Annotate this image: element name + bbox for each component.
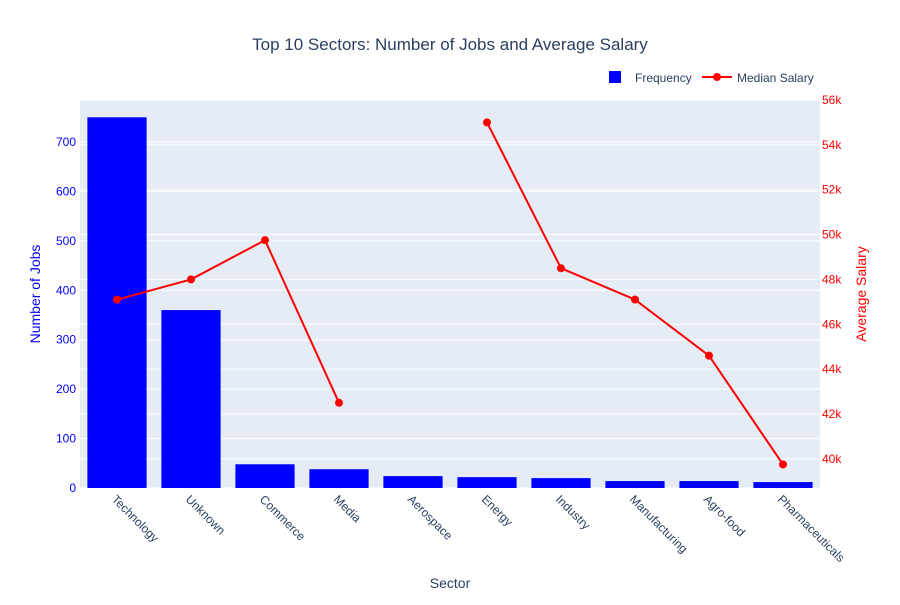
salary-point-technology[interactable]	[113, 295, 121, 304]
y-axis-ticks: 0 100 200 300 400 500 600 700	[56, 135, 76, 495]
bar-unknown[interactable]	[161, 310, 221, 488]
gridlines	[80, 99, 820, 489]
bar-media[interactable]	[309, 469, 369, 488]
bar-energy[interactable]	[457, 477, 517, 488]
legend-item-median-salary[interactable]: Median Salary	[702, 71, 814, 85]
salary-point-industry[interactable]	[557, 264, 565, 273]
y2-tick-label: 42k	[822, 407, 842, 421]
y2-tick-label: 56k	[822, 93, 842, 107]
legend-swatch-marker	[713, 73, 721, 81]
y-tick-label: 600	[56, 184, 76, 198]
y2-tick-label: 44k	[822, 362, 842, 376]
y-tick-label: 100	[56, 432, 76, 446]
legend-label-frequency: Frequency	[635, 71, 692, 85]
y2-tick-label: 50k	[822, 228, 842, 242]
y-tick-label: 500	[56, 234, 76, 248]
y2-tick-label: 48k	[822, 272, 842, 286]
legend: Frequency Median Salary	[609, 71, 814, 85]
y2-tick-label: 54k	[822, 138, 842, 152]
bar-industry[interactable]	[531, 478, 591, 488]
salary-point-pharmaceuticals[interactable]	[779, 460, 787, 469]
y2-tick-label: 52k	[822, 183, 842, 197]
salary-point-energy[interactable]	[483, 118, 491, 127]
y2-tick-label: 46k	[822, 317, 842, 331]
y2-axis-label: Average Salary	[853, 246, 869, 341]
y-tick-label: 400	[56, 283, 76, 297]
legend-swatch-bar	[609, 71, 621, 83]
y-axis-label: Number of Jobs	[27, 245, 43, 344]
y-tick-label: 0	[69, 481, 76, 495]
salary-point-unknown[interactable]	[187, 275, 195, 284]
x-axis-label: Sector	[430, 575, 471, 591]
bar-commerce[interactable]	[235, 464, 295, 488]
salary-line-segment	[116, 238, 340, 404]
y2-tick-label: 40k	[822, 452, 842, 466]
salary-point-commerce[interactable]	[261, 236, 269, 245]
bar-manufacturing[interactable]	[605, 481, 665, 488]
y-tick-label: 300	[56, 333, 76, 347]
legend-item-frequency[interactable]: Frequency	[609, 71, 692, 85]
salary-point-agro-food[interactable]	[705, 351, 713, 360]
y-tick-label: 200	[56, 382, 76, 396]
line-series	[113, 118, 787, 469]
y-tick-label: 700	[56, 135, 76, 149]
chart-title: Top 10 Sectors: Number of Jobs and Avera…	[252, 35, 648, 54]
legend-label-median-salary: Median Salary	[737, 71, 814, 85]
salary-point-manufacturing[interactable]	[631, 295, 639, 304]
bar-agro-food[interactable]	[679, 481, 739, 488]
y2-axis-ticks: 40k 42k 44k 46k 48k 50k 52k 54k 56k	[822, 93, 842, 466]
bar-aerospace[interactable]	[383, 476, 443, 488]
bar-pharmaceuticals[interactable]	[753, 482, 813, 488]
salary-point-media[interactable]	[335, 398, 343, 407]
